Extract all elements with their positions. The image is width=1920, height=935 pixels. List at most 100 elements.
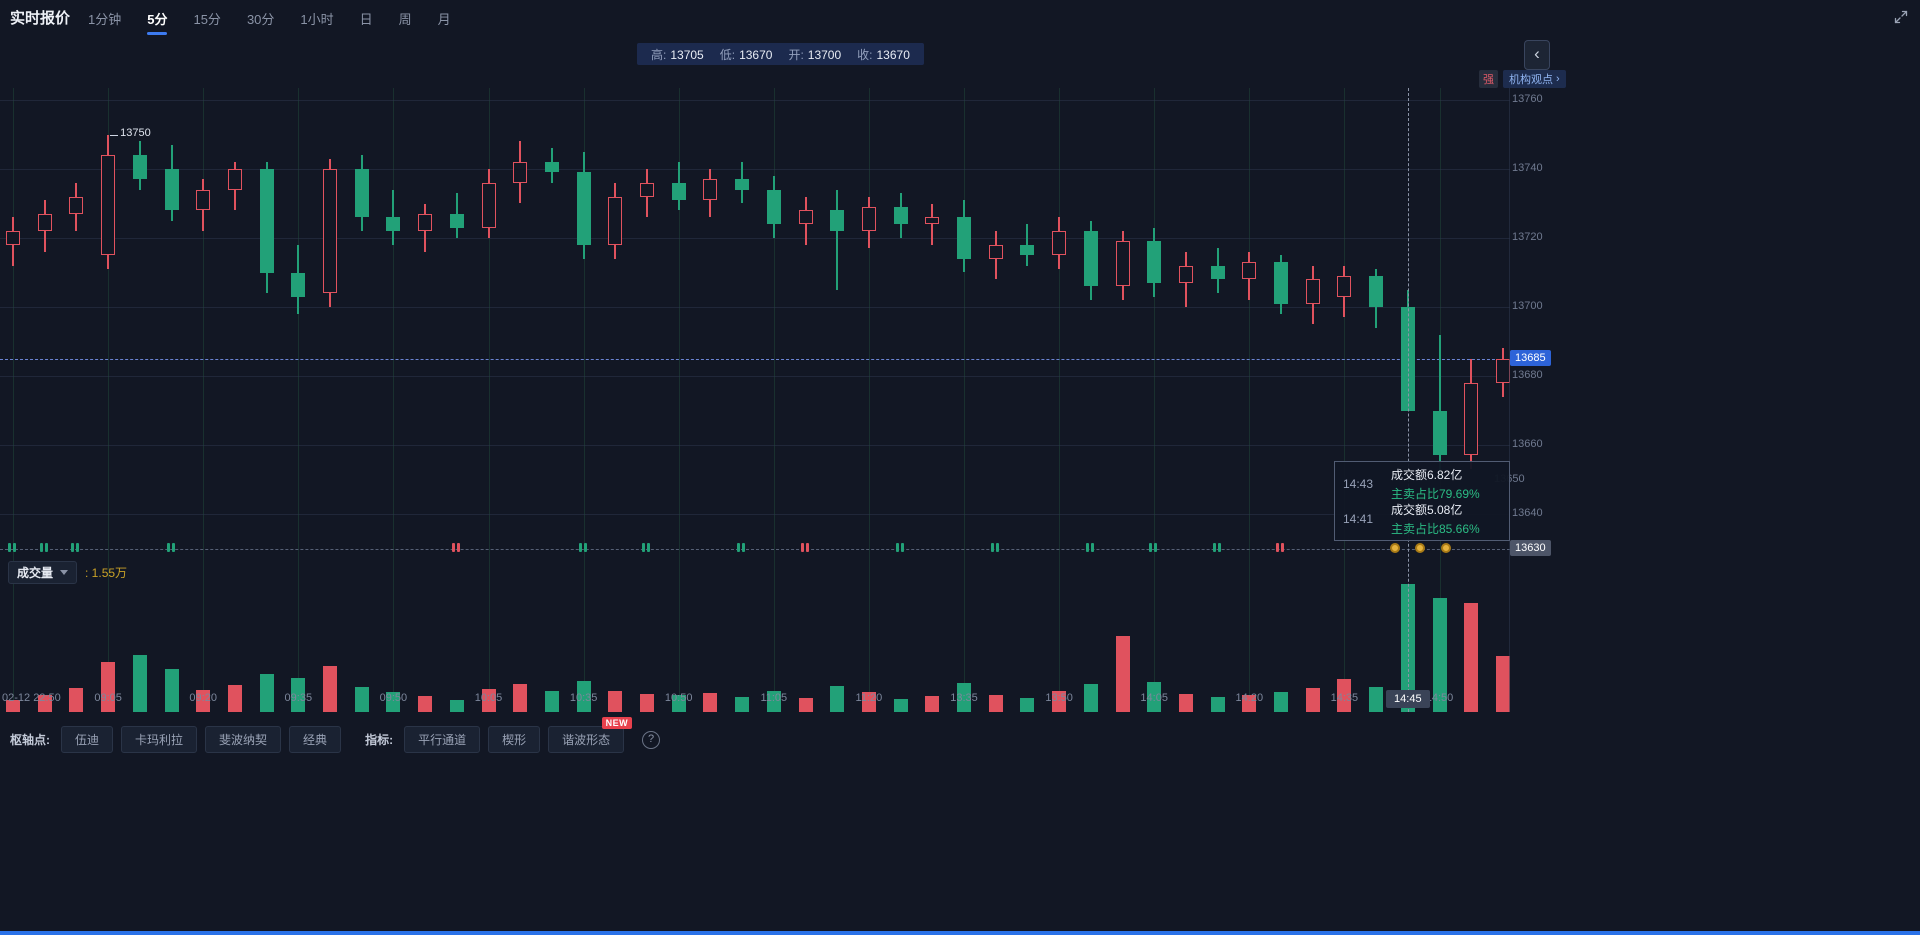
bottom-accent-bar <box>0 931 1920 935</box>
candle <box>1305 279 1320 304</box>
grid-line-vertical <box>583 88 585 712</box>
tooltip-ratio: 主卖占比79.69% <box>1391 486 1480 501</box>
grid-line-vertical <box>203 88 205 712</box>
pivot-woodie-button[interactable]: 伍迪 <box>61 726 114 753</box>
volume-value: : 1.55万 <box>85 566 128 580</box>
volume-bar <box>703 693 718 712</box>
indicator-label: 指标: <box>365 733 394 747</box>
candle <box>1083 231 1098 287</box>
signal-marker <box>39 543 43 552</box>
candle <box>1464 382 1479 456</box>
tab-day[interactable]: 日 <box>359 12 373 27</box>
chevron-down-icon <box>60 570 69 575</box>
grid-line-horizontal <box>0 169 1510 170</box>
indicator-parallel-channel-button[interactable]: 平行通道 <box>404 726 481 753</box>
time-axis-label: 11:20 <box>855 692 883 704</box>
volume-bar <box>164 669 179 712</box>
candle <box>354 169 369 218</box>
volume-bar <box>1210 697 1225 712</box>
signal-marker <box>451 543 455 552</box>
volume-bar <box>1020 697 1035 712</box>
pivot-fibonacci-button[interactable]: 斐波纳契 <box>205 726 282 753</box>
time-axis-label: 14:05 <box>1140 692 1168 704</box>
grid-line-vertical <box>298 88 300 712</box>
volume-bar <box>893 698 908 712</box>
volume-bar <box>735 697 750 712</box>
time-axis-label: 10:50 <box>664 692 693 704</box>
baseline-price-badge: 13630 <box>1510 539 1551 556</box>
volume-indicator-dropdown[interactable]: 成交量 <box>8 561 78 584</box>
time-axis-label: 14:50 <box>1425 692 1454 704</box>
current-price-line <box>0 358 1510 360</box>
candle <box>101 155 116 256</box>
price-axis-label: 13720 <box>1512 231 1543 243</box>
baseline-price-line <box>0 548 1510 550</box>
signal-marker <box>8 543 11 552</box>
tab-week[interactable]: 周 <box>398 12 412 27</box>
tab-30min[interactable]: 30分 <box>246 12 275 27</box>
grid-line-vertical <box>1249 88 1251 712</box>
pivot-classic-button[interactable]: 经典 <box>289 726 342 753</box>
candle <box>1147 241 1162 283</box>
signal-marker <box>456 543 460 552</box>
volume-bar <box>1495 655 1510 712</box>
candle <box>481 182 496 228</box>
volume-bar <box>988 694 1003 712</box>
time-axis-label: 02-12 22:50 <box>2 692 61 704</box>
candle-wick <box>931 203 934 245</box>
signal-marker <box>1217 543 1221 552</box>
candle <box>735 179 750 190</box>
volume-bar <box>513 683 528 712</box>
volume-bar <box>6 700 20 712</box>
pivot-camarilla-button[interactable]: 卡玛利拉 <box>121 726 198 753</box>
candle <box>703 179 718 201</box>
price-axis-divider <box>1509 88 1510 712</box>
tooltip-row: 14:41 成交额5.08亿 主卖占比85.66% <box>1335 501 1509 536</box>
volume-bar <box>861 692 876 712</box>
time-axis-label: 13:50 <box>1045 692 1073 704</box>
indicator-wedge-button[interactable]: 楔形 <box>488 726 541 753</box>
candle <box>291 272 306 297</box>
tab-15min[interactable]: 15分 <box>193 12 221 27</box>
signal-marker <box>900 543 904 552</box>
crosshair-time-badge: 14:45 <box>1385 690 1430 708</box>
signal-marker <box>44 543 48 552</box>
signal-marker <box>1281 543 1284 552</box>
price-axis-label: 13660 <box>1512 438 1543 450</box>
candle <box>957 217 971 259</box>
candle <box>69 196 84 214</box>
signal-marker <box>805 543 809 552</box>
tab-5min[interactable]: 5分 <box>147 9 168 35</box>
tab-1min[interactable]: 1分钟 <box>88 12 122 27</box>
ohlc-close: 收: 13670 <box>857 47 910 62</box>
fullscreen-icon[interactable] <box>1894 10 1908 29</box>
indicator-harmonic-button[interactable]: 谐波形态 <box>548 726 625 753</box>
volume-bar <box>1052 690 1067 712</box>
candle <box>418 213 433 232</box>
candle <box>1178 265 1193 283</box>
candle <box>925 217 940 225</box>
signal-marker <box>1212 543 1216 552</box>
grid-line-horizontal <box>0 445 1510 446</box>
candle <box>227 169 242 190</box>
institution-view-link[interactable]: 机构观点 › <box>1503 70 1566 88</box>
tooltip-row: 14:43 成交额6.82亿 主卖占比79.69% <box>1335 466 1509 501</box>
signal-marker <box>13 543 16 552</box>
candle <box>576 172 591 245</box>
volume-bar <box>291 678 306 712</box>
help-icon[interactable]: ? <box>642 730 661 749</box>
volume-bar <box>798 697 813 712</box>
volume-bar <box>544 690 559 712</box>
tab-1hour[interactable]: 1小时 <box>300 12 334 27</box>
volume-bar <box>830 686 845 712</box>
candle <box>1495 358 1510 383</box>
volume-bar <box>1115 636 1130 712</box>
pivot-label: 枢轴点: <box>10 733 50 747</box>
tab-month[interactable]: 月 <box>437 12 451 27</box>
volume-bar <box>449 699 464 712</box>
panel-collapse-button[interactable]: ‹ <box>1524 40 1550 70</box>
candle <box>132 155 147 180</box>
candle <box>766 189 781 225</box>
price-axis-label: 13640 <box>1512 507 1543 519</box>
